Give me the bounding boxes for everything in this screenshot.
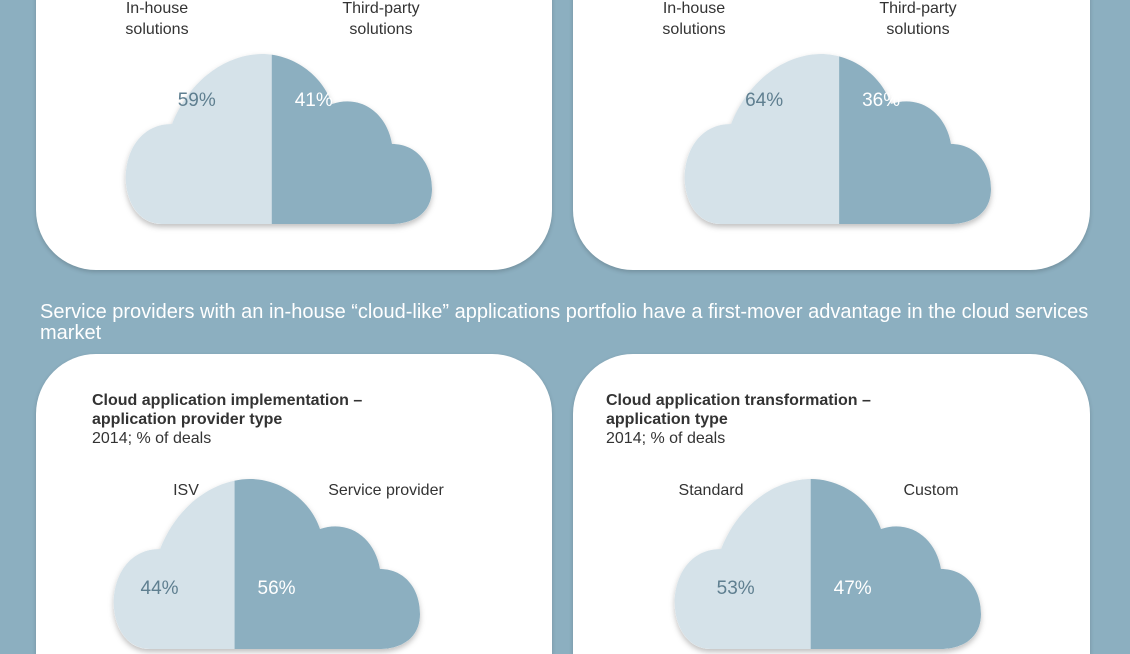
value-label-left: 59% bbox=[178, 90, 216, 111]
value-label-right: 41% bbox=[295, 90, 333, 111]
chart-card-3: Cloud application implementation – appli… bbox=[36, 354, 552, 654]
category-label-right: Custom bbox=[903, 482, 958, 499]
category-label-line: Custom bbox=[903, 482, 958, 499]
cloud-chart-2: In-house solutions Third-party solutions 64%… bbox=[662, 0, 991, 224]
chart-title-3-line-2: application provider type bbox=[92, 411, 283, 428]
cloud-segment-right bbox=[271, 54, 432, 224]
cloud-segment-right bbox=[234, 479, 420, 649]
chart-subtitle-4: 2014; % of deals bbox=[606, 430, 726, 447]
category-label-left: Standard bbox=[679, 482, 744, 499]
section-banner: Service providers with an in-house “clou… bbox=[40, 301, 1089, 344]
value-label-left: 44% bbox=[141, 578, 179, 599]
value-label-right: 36% bbox=[862, 90, 900, 111]
cloud-chart-1: In-house solutions Third-party solutions 59%… bbox=[125, 0, 432, 224]
chart-title-4: Cloud application transformation – appli… bbox=[606, 391, 871, 448]
chart-title-3-line-1: Cloud application implementation – bbox=[92, 392, 363, 409]
category-label-line: Third-party bbox=[879, 0, 956, 17]
category-label-line: solutions bbox=[886, 21, 949, 38]
chart-title-4-line-1: Cloud application transformation – bbox=[606, 392, 871, 409]
category-label-line: In-house bbox=[663, 0, 725, 17]
cloud-segment-right bbox=[810, 479, 981, 649]
category-label-left: In-house solutions bbox=[125, 0, 188, 38]
chart-title-3: Cloud application implementation – appli… bbox=[92, 391, 362, 448]
category-label-line: Service provider bbox=[328, 482, 444, 499]
chart-card-1: In-house solutions Third-party solutions 59%… bbox=[36, 0, 552, 270]
category-label-line: In-house bbox=[126, 0, 188, 17]
chart-card-4: Cloud application transformation – appli… bbox=[573, 354, 1090, 654]
category-label-right: Third-party solutions bbox=[342, 0, 419, 38]
cloud-chart-4: Standard Custom 53% 47% bbox=[674, 479, 981, 649]
cloud-segment-left bbox=[674, 479, 811, 649]
category-label-line: solutions bbox=[662, 21, 725, 38]
category-label-line: ISV bbox=[173, 482, 199, 499]
cloud-segment-left bbox=[125, 54, 272, 224]
category-label-line: Third-party bbox=[342, 0, 419, 17]
chart-card-2: In-house solutions Third-party solutions 64%… bbox=[573, 0, 1090, 270]
value-label-right: 47% bbox=[834, 578, 872, 599]
cloud-chart-3: ISV Service provider 44% 56% bbox=[113, 479, 444, 649]
value-label-left: 53% bbox=[717, 578, 755, 599]
cloud-segment-left bbox=[113, 479, 235, 649]
chart-subtitle-3: 2014; % of deals bbox=[92, 430, 212, 447]
category-label-right: Service provider bbox=[328, 482, 444, 499]
category-label-line: solutions bbox=[125, 21, 188, 38]
chart-title-4-line-2: application type bbox=[606, 411, 728, 428]
value-label-right: 56% bbox=[258, 578, 296, 599]
cloud-segment-left bbox=[684, 54, 840, 224]
value-label-left: 64% bbox=[745, 90, 783, 111]
category-label-left: ISV bbox=[173, 482, 199, 499]
category-label-line: solutions bbox=[349, 21, 412, 38]
cloud-segment-right bbox=[839, 54, 991, 224]
category-label-line: Standard bbox=[679, 482, 744, 499]
category-label-right: Third-party solutions bbox=[879, 0, 956, 38]
category-label-left: In-house solutions bbox=[662, 0, 725, 38]
